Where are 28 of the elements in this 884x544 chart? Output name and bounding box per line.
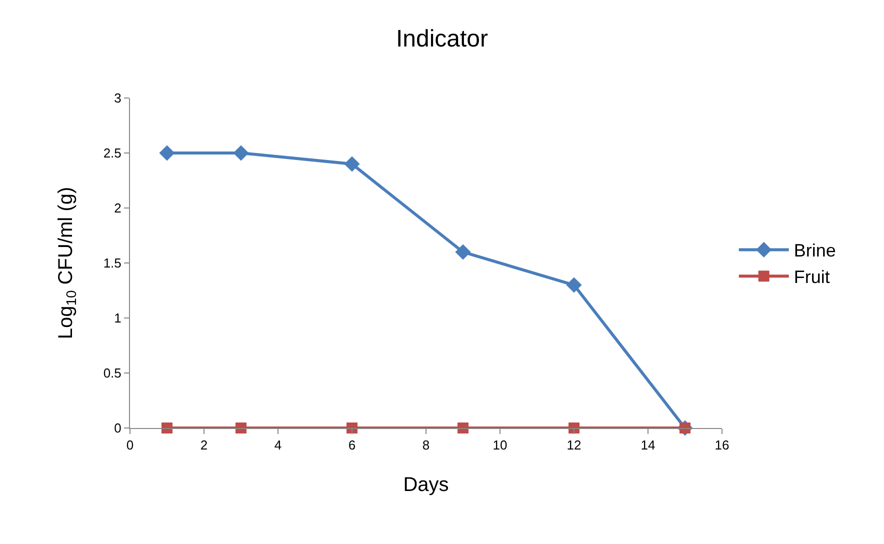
x-tick-label: 2 bbox=[200, 438, 208, 453]
point bbox=[566, 277, 582, 293]
point bbox=[458, 422, 468, 434]
point bbox=[344, 156, 360, 172]
legend-label: Fruit bbox=[794, 267, 830, 288]
legend-label: Brine bbox=[794, 240, 836, 261]
point bbox=[159, 145, 175, 161]
y-tick-label: 1.5 bbox=[103, 256, 122, 271]
point bbox=[162, 422, 172, 434]
y-tick-label: 3 bbox=[114, 90, 122, 106]
x-tick-label: 0 bbox=[126, 438, 134, 453]
y-tick-label: 2.5 bbox=[103, 146, 122, 161]
y-tick-label: 1 bbox=[114, 310, 122, 326]
y-tick-label: 0 bbox=[114, 420, 122, 436]
y-tick-label: 2 bbox=[114, 200, 122, 216]
y-tick-label: 0.5 bbox=[103, 366, 122, 381]
x-axis-title: Days bbox=[403, 474, 449, 496]
x-tick-label: 16 bbox=[714, 438, 730, 453]
x-tick-label: 6 bbox=[348, 438, 356, 453]
point bbox=[455, 244, 471, 260]
point bbox=[236, 422, 246, 434]
point bbox=[233, 145, 249, 161]
chart-title: Indicator bbox=[396, 25, 488, 52]
x-tick-label: 14 bbox=[640, 438, 656, 453]
x-tick-label: 4 bbox=[274, 438, 282, 453]
x-tick-label: 8 bbox=[422, 438, 430, 453]
x-tick-label: 10 bbox=[492, 438, 508, 453]
x-tick-label: 12 bbox=[566, 438, 582, 453]
